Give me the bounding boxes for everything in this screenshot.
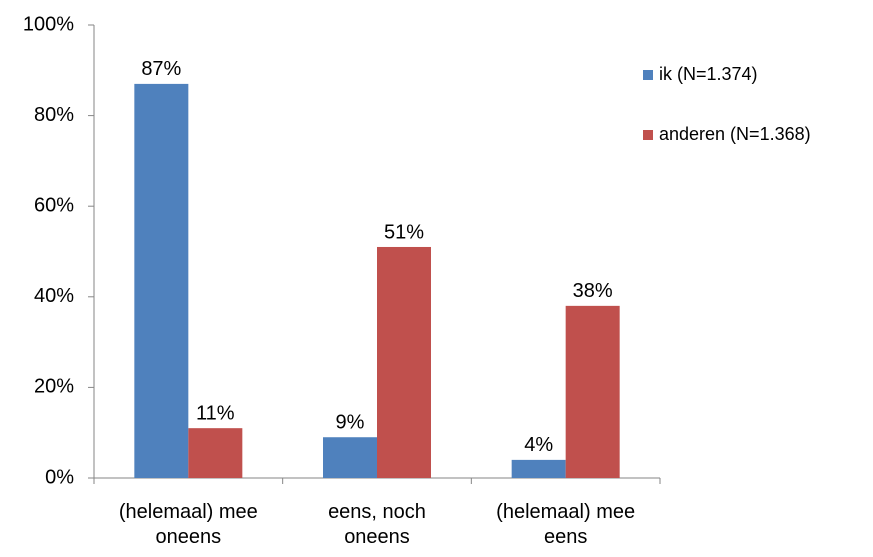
- bar: [565, 305, 620, 478]
- legend-label: ik (N=1.374): [659, 64, 758, 84]
- x-tick-label: eens, noch oneens: [328, 501, 426, 548]
- value-label: 9%: [336, 412, 365, 434]
- value-label: 11%: [196, 402, 235, 424]
- bar: [188, 428, 243, 478]
- y-tick-label: 40%: [34, 285, 74, 307]
- x-tick-label: (helemaal) mee oneens: [118, 501, 258, 548]
- bar: [511, 459, 566, 478]
- x-tick-label: (helemaal) mee eens: [496, 501, 636, 548]
- value-label: 51%: [384, 221, 424, 243]
- value-label: 4%: [524, 434, 553, 456]
- y-tick-label: 100%: [23, 13, 74, 35]
- bar: [377, 246, 431, 478]
- bar: [134, 83, 189, 478]
- value-label: 87%: [141, 58, 181, 80]
- y-tick-label: 20%: [34, 376, 74, 398]
- legend-swatch: [643, 70, 653, 80]
- legend-label: anderen (N=1.368): [659, 124, 811, 144]
- y-tick-label: 0%: [45, 466, 74, 488]
- y-tick-label: 80%: [34, 104, 74, 126]
- y-tick-label: 60%: [34, 194, 74, 216]
- value-label: 38%: [573, 280, 613, 302]
- legend-swatch: [643, 130, 653, 140]
- bar: [323, 437, 377, 478]
